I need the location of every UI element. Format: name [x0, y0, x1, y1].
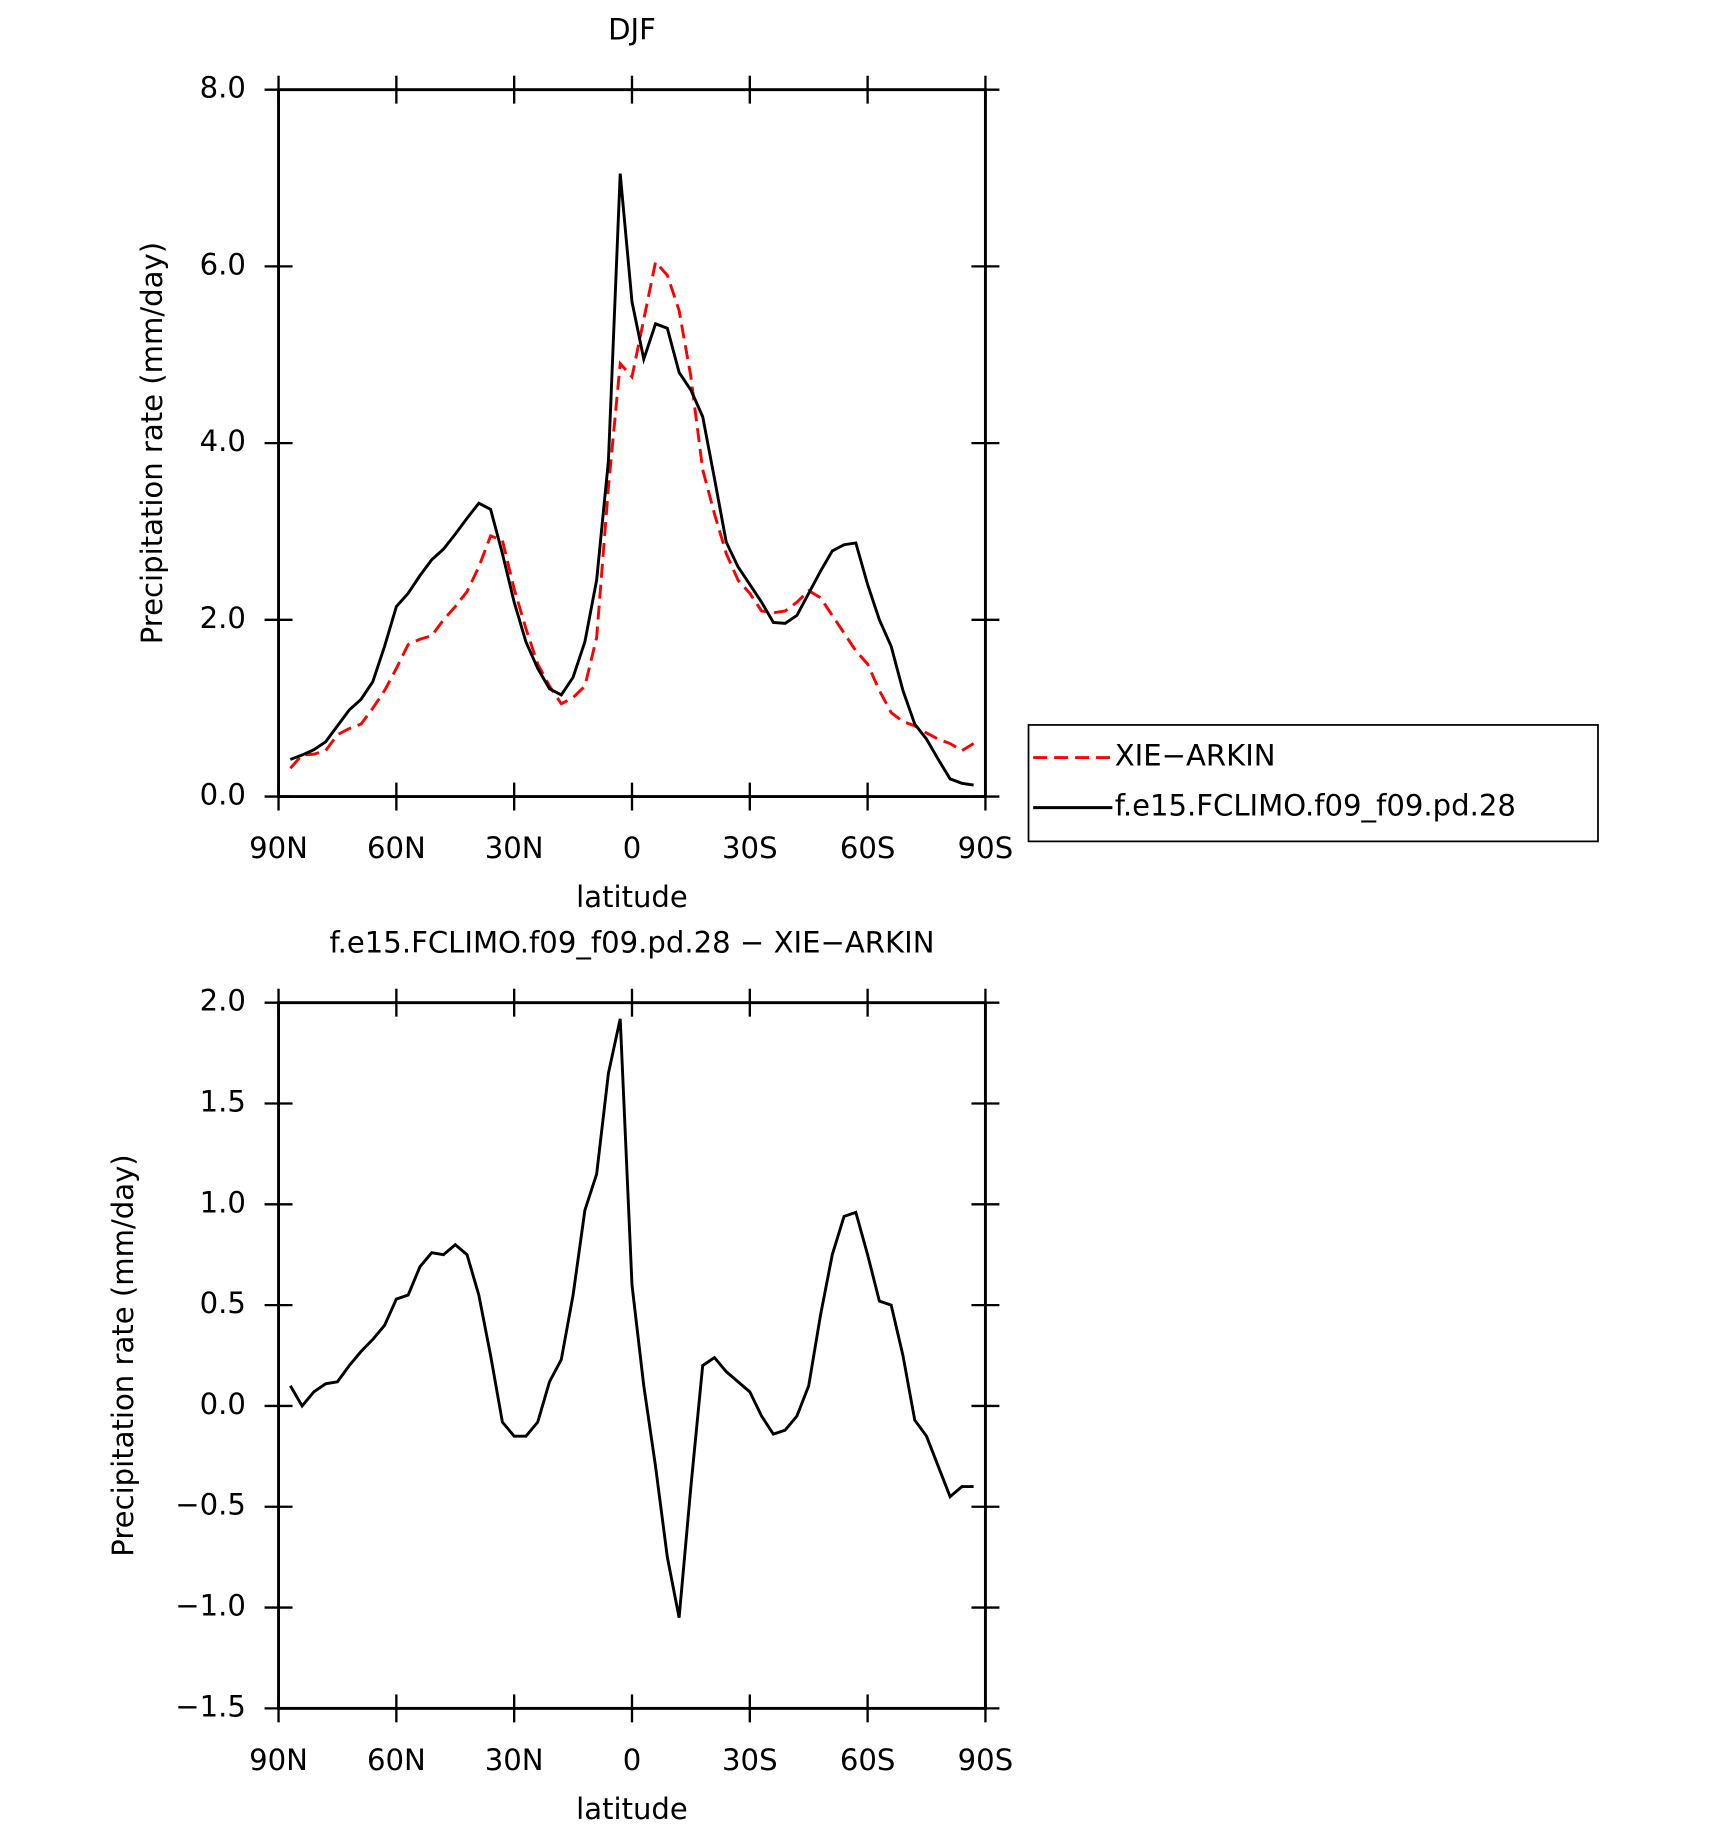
x-tick-label: 30N [485, 1743, 544, 1777]
y-tick-label: −0.5 [175, 1488, 246, 1522]
y-tick-label: 0.0 [200, 1387, 246, 1421]
x-tick-label: 60N [367, 831, 426, 865]
legend-box [1027, 724, 1599, 843]
line-series [289, 1018, 974, 1618]
y-tick-label: 2.0 [200, 601, 246, 635]
x-tick-label: 90S [958, 831, 1014, 865]
y-tick-label: 6.0 [200, 247, 246, 281]
chart-title: f.e15.FCLIMO.f09_f09.pd.28 − XIE−ARKIN [329, 925, 934, 959]
x-tick-label: 30N [485, 831, 544, 865]
y-tick-label: 0.0 [200, 778, 246, 812]
x-tick-label: 60N [367, 1743, 426, 1777]
y-tick-label: 1.5 [200, 1084, 246, 1118]
y-tick-label: 0.5 [200, 1286, 246, 1320]
line-series [289, 173, 974, 787]
x-tick-label: 90S [958, 1743, 1014, 1777]
y-axis-label: Precipitation rate (mm/day) [106, 1154, 140, 1556]
x-tick-label: 30S [722, 831, 778, 865]
x-tick-label: 30S [722, 1743, 778, 1777]
x-tick-label: 0 [623, 1743, 642, 1777]
y-tick-label: 8.0 [200, 71, 246, 105]
y-tick-label: −1.5 [175, 1689, 246, 1723]
legend-label: XIE−ARKIN [1115, 739, 1276, 773]
line-series [289, 258, 975, 770]
x-tick-label: 60S [840, 831, 896, 865]
y-tick-label: 1.0 [200, 1185, 246, 1219]
y-axis-label: Precipitation rate (mm/day) [135, 242, 169, 644]
x-tick-label: 0 [623, 831, 642, 865]
x-tick-label: 90N [249, 831, 308, 865]
x-axis-label: latitude [576, 1792, 688, 1826]
legend-label: f.e15.FCLIMO.f09_f09.pd.28 [1115, 789, 1516, 823]
y-tick-label: −1.0 [175, 1589, 246, 1623]
chart-title: DJF [608, 12, 656, 46]
x-tick-label: 60S [840, 1743, 896, 1777]
x-axis-label: latitude [576, 880, 688, 914]
plot-frame [277, 1001, 987, 1710]
x-tick-label: 90N [249, 1743, 308, 1777]
y-tick-label: 4.0 [200, 424, 246, 458]
y-tick-label: 2.0 [200, 984, 246, 1018]
